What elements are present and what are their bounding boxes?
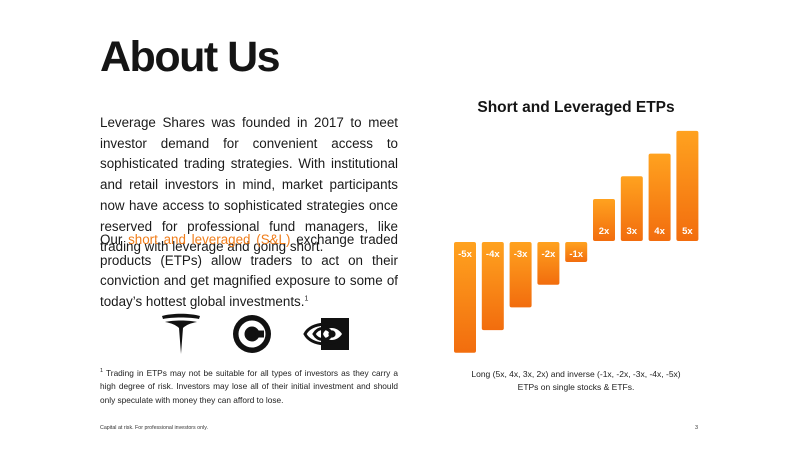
bar-label--5x: -5x (458, 249, 472, 260)
bar-2x (593, 199, 615, 241)
capital-at-risk-disclaimer: Capital at risk. For professional invest… (100, 425, 208, 431)
bar-label--2x: -2x (542, 249, 556, 260)
bar--3x (509, 242, 532, 308)
tesla-logo-icon (162, 313, 200, 354)
chart-caption-line2: ETPs on single stocks & ETFs. (517, 381, 635, 392)
bar-label-3x: 3x (627, 226, 638, 237)
chart-caption-line1: Long (5x, 4x, 3x, 2x) and inverse (-1x, … (471, 369, 681, 379)
sl-highlight: short and leveraged (S&L) (128, 232, 291, 247)
bar-label--4x: -4x (486, 249, 500, 260)
bar-label-2x: 2x (599, 226, 610, 237)
company-logos (160, 312, 350, 356)
footnote-text: Trading in ETPs may not be suitable for … (100, 368, 398, 405)
bar-5x (676, 130, 699, 241)
products-text-end: exchange traded products (ETPs) allow tr… (100, 232, 398, 310)
chart-caption: Long (5x, 4x, 3x, 2x) and inverse (-1x, … (450, 368, 702, 393)
page-number: 3 (695, 425, 699, 431)
bar--4x (481, 242, 504, 331)
bar-4x (648, 153, 671, 241)
page-title: About Us (100, 33, 281, 81)
footnote-marker: 1 (100, 368, 104, 375)
risk-footnote: 1 Trading in ETPs may not be suitable fo… (100, 367, 398, 407)
bar--1x (565, 242, 588, 262)
intro-paragraph: Leverage Shares was founded in 2017 to m… (100, 115, 398, 255)
nvidia-logo-icon (303, 318, 349, 350)
bar-3x (620, 176, 643, 241)
products-text-start: Our (100, 232, 129, 247)
bar--5x (454, 242, 476, 353)
products-paragraph: Our short and leveraged (S&L) exchange t… (100, 230, 398, 313)
coinbase-logo-icon (233, 315, 271, 353)
chart-title: Short and Leveraged ETPs (477, 99, 675, 116)
bar-label-5x: 5x (682, 226, 693, 237)
bar-label--1x: -1x (569, 249, 583, 260)
footnote-ref: 1 (304, 295, 309, 303)
bar-label-4x: 4x (654, 226, 665, 237)
bar-label--3x: -3x (514, 249, 528, 260)
bar--2x (537, 242, 560, 285)
